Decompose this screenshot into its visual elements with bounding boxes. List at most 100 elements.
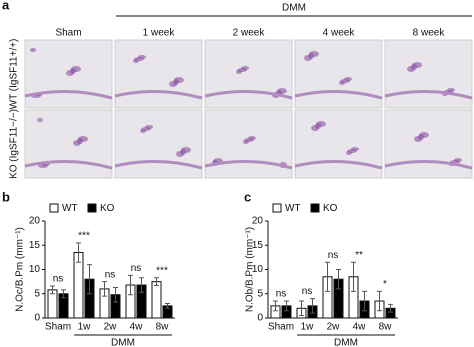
- histology-image: [114, 39, 203, 109]
- y-axis-label: N.Ob/B.Pm (mm⁻¹): [245, 227, 256, 312]
- x-tick-label: 1w: [301, 322, 315, 333]
- error-bar: [76, 242, 81, 263]
- legend-label: KO: [323, 203, 338, 214]
- histology-image: [204, 109, 293, 179]
- x-tick-label: 8w: [156, 322, 170, 333]
- error-bar: [87, 264, 92, 295]
- stain: [454, 158, 462, 162]
- y-tick-label: 15: [29, 240, 41, 251]
- row-label: KO (IgSF11−/−): [9, 109, 20, 179]
- x-tick-label: 4w: [130, 322, 144, 333]
- tissue: [204, 90, 293, 100]
- column-label: 1 week: [143, 28, 176, 39]
- error-bar: [113, 286, 118, 303]
- stain: [37, 118, 43, 122]
- legend-swatch: [310, 203, 320, 213]
- y-axis-label: N.Oc/B.Pm (mm⁻¹): [15, 227, 26, 312]
- error-bar: [165, 302, 170, 309]
- x-tick-label: 1w: [78, 322, 92, 333]
- histology-image: [294, 109, 383, 179]
- y-tick-label: 5: [34, 288, 40, 299]
- legend-swatch: [49, 203, 59, 213]
- stain: [174, 77, 184, 83]
- significance: ns: [131, 263, 142, 274]
- stain: [241, 66, 249, 70]
- x-tick-label: 2w: [104, 322, 118, 333]
- significance: **: [355, 250, 363, 261]
- significance: ns: [302, 286, 313, 297]
- error-bar: [336, 269, 341, 290]
- tissue: [114, 90, 203, 100]
- stain: [138, 55, 146, 59]
- error-bar: [377, 290, 382, 312]
- tissue: [384, 160, 473, 170]
- y-tick-label: 20: [252, 216, 264, 227]
- tissue: [294, 90, 383, 100]
- histology-image: [204, 39, 293, 109]
- x-tick-label: 2w: [327, 322, 341, 333]
- error-bar: [128, 274, 133, 296]
- x-tick-label: 8w: [379, 322, 393, 333]
- stain: [78, 136, 88, 142]
- panel-label: c: [244, 189, 251, 204]
- histology-image: [114, 109, 203, 179]
- y-tick-label: 0: [34, 313, 40, 324]
- legend-swatch: [87, 203, 97, 213]
- stain: [181, 147, 191, 153]
- x-tick-label: 4w: [353, 322, 367, 333]
- stain: [316, 121, 326, 127]
- column-label: Sham: [55, 28, 81, 39]
- tissue: [294, 160, 383, 170]
- error-bar: [50, 285, 55, 295]
- significance: ns: [105, 269, 116, 280]
- x-tick-label: Sham: [268, 322, 294, 333]
- error-bar: [299, 300, 304, 317]
- row-label: WT (IgSF11+/+): [9, 39, 20, 110]
- legend-label: WT: [62, 203, 78, 214]
- error-bar: [139, 277, 144, 293]
- stain: [277, 88, 287, 94]
- stain: [412, 62, 422, 68]
- error-bar: [362, 290, 367, 312]
- y-tick-label: 5: [257, 288, 263, 299]
- stain: [145, 125, 153, 129]
- significance: ns: [276, 289, 287, 300]
- y-tick-label: 0: [257, 313, 263, 324]
- stain: [419, 132, 429, 138]
- significance: ***: [78, 230, 90, 241]
- group-label: DMM: [334, 338, 358, 347]
- histology-images: [24, 39, 473, 179]
- group-label: DMM: [111, 338, 135, 347]
- legend-swatch: [272, 203, 282, 213]
- error-bar: [61, 289, 66, 299]
- stain: [309, 51, 319, 57]
- y-tick-label: 10: [29, 264, 41, 275]
- error-bar: [154, 277, 159, 287]
- column-label: 2 week: [233, 28, 266, 39]
- error-bar: [325, 261, 330, 292]
- group-label: DMM: [282, 3, 306, 14]
- stain: [71, 66, 81, 72]
- stain: [351, 147, 359, 151]
- error-bar: [102, 281, 107, 297]
- error-bar: [284, 300, 289, 312]
- error-bar: [388, 303, 393, 313]
- column-label: 8 week: [413, 28, 446, 39]
- y-tick-label: 15: [252, 240, 264, 251]
- significance: *: [383, 279, 387, 290]
- y-tick-label: 20: [29, 216, 41, 227]
- histology-image: [384, 39, 473, 109]
- histology-image: [384, 109, 473, 179]
- stain: [344, 77, 352, 81]
- histology-image: [294, 39, 383, 109]
- significance: ns: [53, 274, 64, 285]
- stain: [447, 88, 455, 92]
- column-label: 4 week: [323, 28, 356, 39]
- bar: [151, 281, 162, 319]
- error-bar: [351, 261, 356, 292]
- significance: ***: [156, 265, 168, 276]
- error-bar: [273, 300, 278, 312]
- legend-label: KO: [100, 203, 115, 214]
- tissue: [24, 160, 113, 170]
